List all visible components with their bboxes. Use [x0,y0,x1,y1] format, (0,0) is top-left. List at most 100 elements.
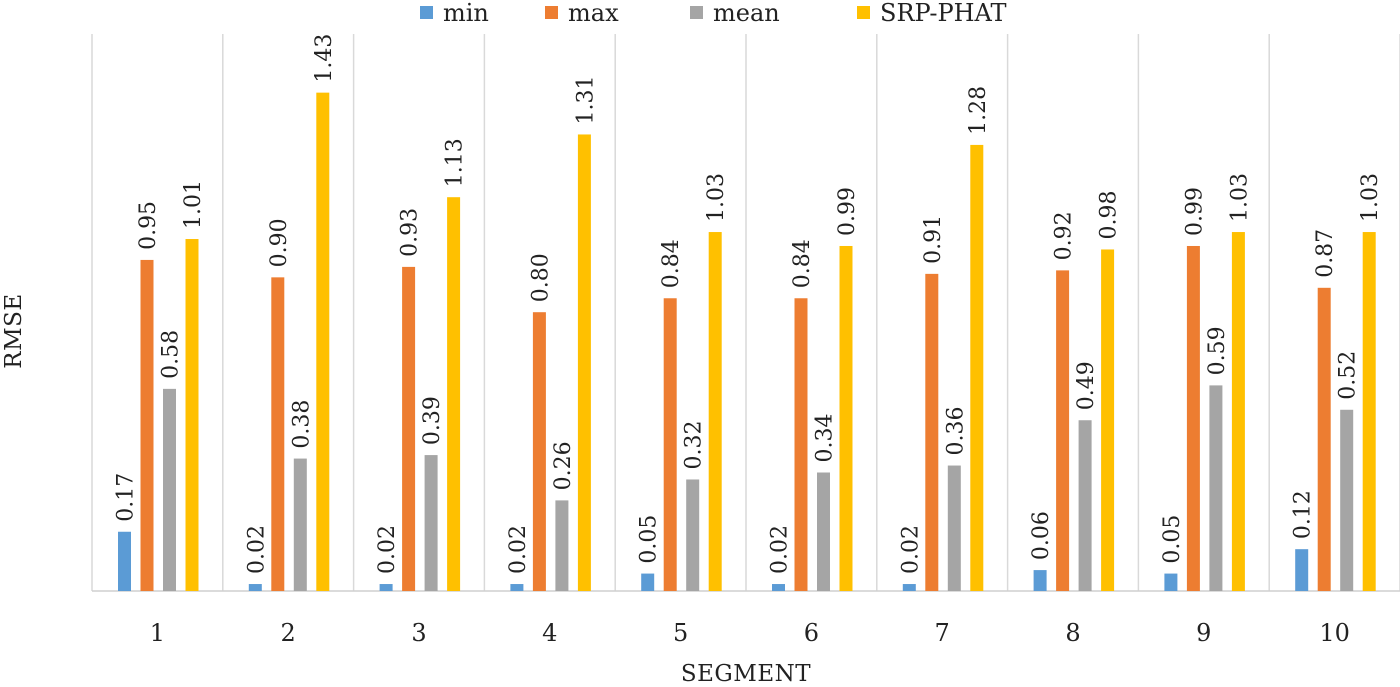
bar-max-segment-9 [1186,245,1200,592]
data-label: 0.84 [790,239,815,288]
bar-srp-phat-segment-2 [316,92,330,592]
bar-max-segment-2 [271,277,285,591]
data-label: 1.43 [312,34,337,83]
bar-mean-segment-3 [424,455,438,591]
data-label: 0.02 [244,525,269,574]
bar-min-segment-8 [1033,570,1047,591]
legend-swatch [690,6,703,19]
bar-mean-segment-7 [947,465,961,591]
legend-label: min [443,0,489,27]
bar-min-segment-2 [248,584,262,591]
bar-max-segment-1 [140,259,154,591]
data-label: 0.84 [659,239,684,288]
bar-min-segment-1 [118,531,131,591]
bar-mean-segment-4 [555,500,569,591]
bar-srp-phat-segment-5 [708,232,722,592]
bar-srp-phat-segment-9 [1231,232,1245,592]
x-tick-label: 9 [1196,619,1211,647]
bar-mean-segment-5 [686,479,700,591]
data-label: 1.28 [966,86,991,135]
data-label: 1.01 [181,180,206,229]
bar-mean-segment-10 [1340,409,1354,591]
legend-label: mean [713,0,780,27]
data-label: 0.91 [921,215,946,264]
data-label: 0.49 [1074,361,1099,410]
bar-srp-phat-segment-10 [1362,232,1376,592]
bar-mean-segment-9 [1209,385,1223,591]
x-tick-label: 4 [542,619,557,647]
legend: min max mean SRP-PHAT [420,0,1007,27]
x-tick-label: 7 [935,619,950,647]
data-label: 0.17 [114,473,139,522]
bar-min-segment-6 [772,584,785,591]
data-label: 0.02 [375,525,400,574]
x-tick-label: 5 [673,619,688,647]
data-label: 0.32 [682,420,707,469]
data-label: 1.03 [704,173,729,222]
data-label: 0.99 [835,187,860,236]
data-label: 0.95 [136,201,161,250]
bar-max-segment-8 [1056,270,1070,591]
data-label: 0.52 [1336,351,1361,400]
x-tick-label: 1 [150,619,165,647]
data-label: 0.87 [1313,229,1338,278]
data-label: 0.02 [506,525,531,574]
bar-min-segment-7 [902,584,916,591]
data-label: 0.93 [398,208,423,257]
bar-max-segment-4 [532,312,546,591]
legend-label: max [568,0,619,27]
bar-min-segment-5 [641,573,655,591]
data-label: 0.98 [1097,190,1122,239]
data-label: 0.05 [637,515,662,564]
bar-srp-phat-segment-7 [970,144,984,592]
data-label: 0.59 [1205,326,1230,375]
data-label: 1.31 [573,75,598,124]
data-labels: 0.17 0.95 0.58 1.01 0.02 0.90 0.38 1.43 0.02 0.93… [114,34,1384,574]
data-label: 0.06 [1029,511,1054,560]
x-tick-labels: 1 2 3 4 5 6 7 8 9 10 [150,619,1350,647]
data-label: 0.58 [159,330,184,379]
data-label: 1.03 [1358,173,1383,222]
bar-srp-phat-segment-4 [577,134,591,591]
bar-srp-phat-segment-3 [447,197,461,591]
data-label: 0.34 [813,414,838,463]
data-label: 0.92 [1052,211,1077,260]
data-label: 1.03 [1227,173,1252,222]
bars [118,92,1376,592]
x-tick-label: 2 [281,619,296,647]
legend-swatch [857,6,870,19]
bar-mean-segment-2 [293,458,307,591]
category-separators [91,34,1400,591]
bar-mean-segment-1 [163,388,176,591]
bar-max-segment-3 [402,266,416,591]
data-label: 0.38 [289,400,314,449]
bar-max-segment-5 [663,298,677,591]
bar-max-segment-10 [1317,287,1331,591]
bar-srp-phat-segment-8 [1101,249,1115,591]
x-tick-label: 10 [1319,619,1350,647]
data-label: 0.90 [267,218,292,267]
bar-max-segment-7 [925,273,939,591]
data-label: 0.02 [768,525,793,574]
bar-srp-phat-segment-6 [839,245,853,592]
data-label: 0.05 [1160,515,1185,564]
data-label: 0.36 [943,407,968,456]
x-tick-label: 6 [804,619,819,647]
bar-min-segment-10 [1295,549,1309,591]
x-tick-label: 3 [411,619,426,647]
data-label: 0.02 [898,525,923,574]
y-axis-title: RMSE [1,293,27,368]
bar-srp-phat-segment-1 [185,239,199,591]
data-label: 0.26 [551,441,576,490]
bar-min-segment-9 [1164,573,1178,591]
bar-min-segment-4 [510,584,524,591]
bar-min-segment-3 [379,584,393,591]
data-label: 1.13 [443,138,468,187]
bar-mean-segment-8 [1078,420,1092,591]
data-label: 0.39 [420,396,445,445]
bar-mean-segment-6 [817,472,830,591]
data-label: 0.80 [528,253,553,302]
data-label: 0.99 [1182,187,1207,236]
x-tick-label: 8 [1065,619,1080,647]
